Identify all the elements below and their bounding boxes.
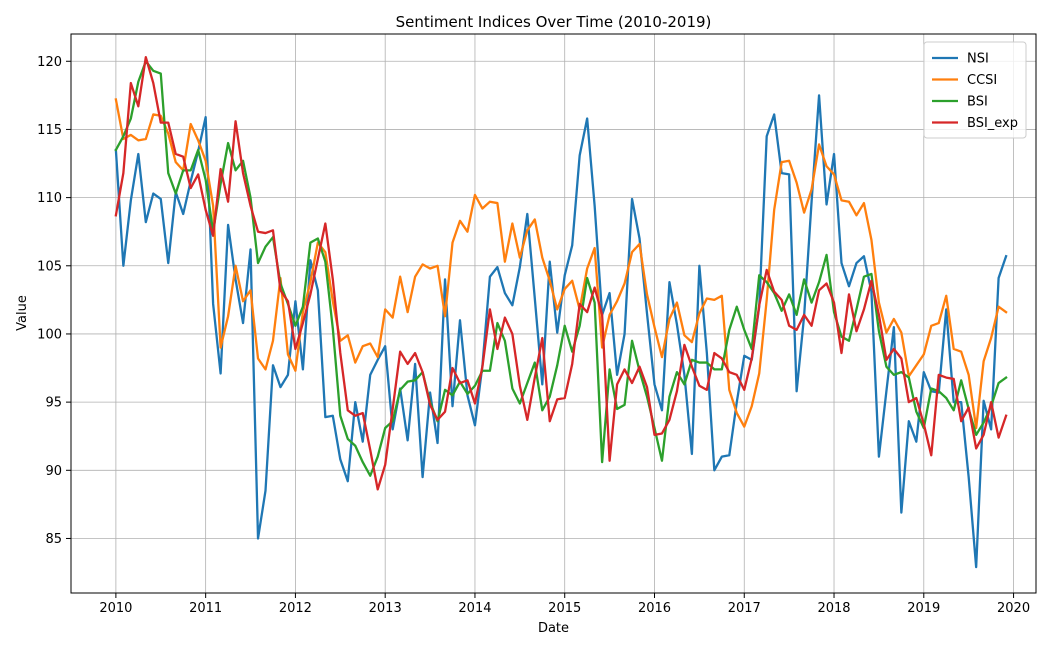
legend-label: BSI_exp bbox=[967, 116, 1018, 131]
plot-frame bbox=[70, 33, 1037, 594]
legend-label: CCSI bbox=[967, 73, 997, 88]
plot-area bbox=[71, 34, 1036, 593]
y-axis-label: Value bbox=[15, 295, 30, 331]
series-line-nsi bbox=[114, 94, 1008, 569]
series-lines bbox=[114, 56, 1008, 569]
y-tick-label: 120 bbox=[37, 55, 62, 70]
legend-box bbox=[923, 41, 1027, 139]
x-tick-label: 2014 bbox=[458, 601, 491, 616]
series-line-bsi-exp bbox=[114, 56, 1008, 491]
x-tick-label: 2010 bbox=[99, 601, 132, 616]
y-tick-label: 85 bbox=[45, 532, 62, 547]
x-tick-label: 2020 bbox=[997, 601, 1030, 616]
x-axis: 2010 2011 2012 2013 2014 2015 2016 2017 2018 2019… bbox=[99, 593, 1030, 616]
x-tick-label: 2011 bbox=[189, 601, 222, 616]
y-tick-label: 100 bbox=[37, 327, 62, 342]
x-axis-label: Date bbox=[538, 621, 569, 636]
legend: NSI CCSI BSI BSI_exp bbox=[923, 41, 1027, 139]
y-tick-label: 110 bbox=[37, 191, 62, 206]
x-tick-label: 2015 bbox=[548, 601, 581, 616]
y-tick-label: 95 bbox=[45, 396, 62, 411]
x-tick-label: 2019 bbox=[907, 601, 940, 616]
grid bbox=[71, 34, 1036, 593]
x-tick-label: 2013 bbox=[369, 601, 402, 616]
x-tick-label: 2016 bbox=[638, 601, 671, 616]
y-tick-label: 115 bbox=[37, 123, 62, 138]
x-tick-label: 2017 bbox=[728, 601, 761, 616]
series-line-bsi bbox=[114, 60, 1008, 477]
chart-title: Sentiment Indices Over Time (2010-2019) bbox=[396, 13, 712, 31]
x-tick-label: 2018 bbox=[817, 601, 850, 616]
y-tick-label: 105 bbox=[37, 259, 62, 274]
legend-label: BSI bbox=[967, 95, 988, 110]
series-line-ccsi bbox=[114, 98, 1008, 430]
y-axis: 85 90 95 100 105 110 115 120 bbox=[37, 55, 71, 547]
legend-label: NSI bbox=[967, 52, 989, 67]
y-tick-label: 90 bbox=[45, 464, 62, 479]
x-tick-label: 2012 bbox=[279, 601, 312, 616]
